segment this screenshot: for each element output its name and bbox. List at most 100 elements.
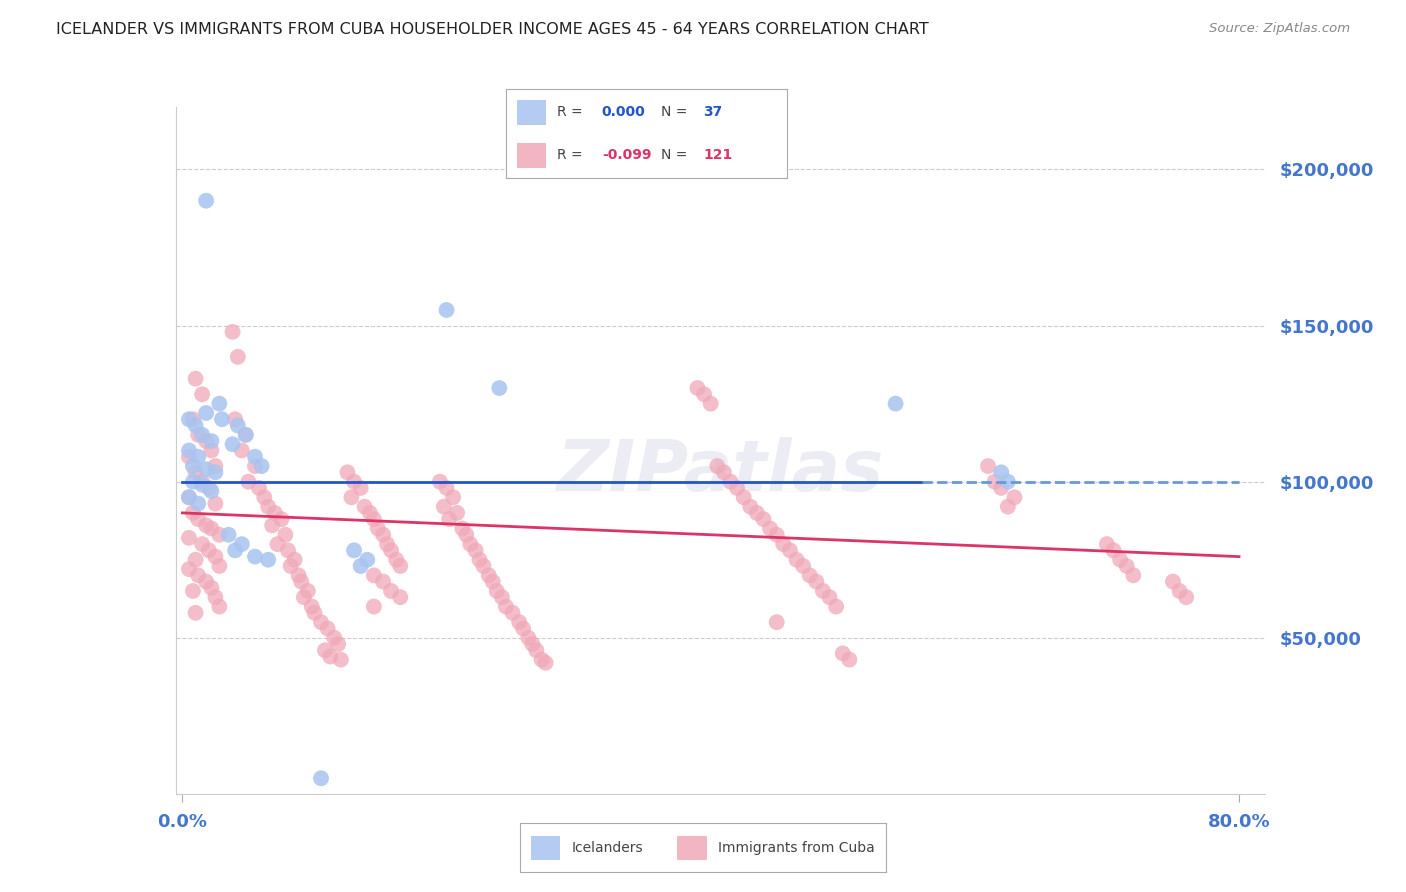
Point	[740, 500, 762, 514]
Point	[191, 475, 214, 489]
Point	[472, 558, 495, 574]
Point	[451, 521, 474, 535]
Point	[257, 500, 280, 514]
Point	[389, 558, 412, 574]
Point	[436, 303, 458, 318]
Point	[263, 506, 285, 520]
Point	[184, 466, 207, 480]
Point	[177, 531, 200, 545]
Point	[195, 194, 218, 208]
Text: R =: R =	[557, 148, 582, 162]
Point	[266, 537, 288, 551]
Point	[218, 527, 240, 541]
Point	[436, 481, 458, 495]
Point	[745, 506, 768, 520]
Point	[195, 462, 218, 476]
Point	[187, 450, 209, 464]
FancyBboxPatch shape	[678, 836, 707, 860]
Point	[752, 512, 775, 526]
Point	[380, 583, 402, 598]
Point	[243, 549, 266, 564]
Text: 0.000: 0.000	[602, 105, 645, 120]
Point	[502, 606, 524, 620]
Point	[838, 653, 860, 667]
Point	[181, 583, 204, 598]
Point	[204, 496, 226, 510]
Point	[371, 527, 394, 541]
Point	[997, 500, 1019, 514]
Text: Immigrants from Cuba: Immigrants from Cuba	[717, 841, 875, 855]
Point	[363, 512, 385, 526]
Point	[277, 543, 299, 558]
Point	[765, 615, 787, 630]
Point	[287, 568, 309, 582]
Point	[319, 649, 342, 664]
Point	[495, 599, 517, 614]
Point	[811, 583, 834, 598]
Point	[458, 537, 481, 551]
Point	[371, 574, 394, 589]
Point	[433, 500, 456, 514]
Point	[1109, 552, 1132, 567]
Point	[977, 458, 1000, 473]
Point	[253, 490, 276, 504]
Point	[456, 527, 478, 541]
Point	[280, 558, 302, 574]
Point	[200, 434, 222, 449]
Point	[181, 458, 204, 473]
Point	[517, 631, 540, 645]
Point	[990, 466, 1012, 480]
Point	[200, 581, 222, 595]
Text: N =: N =	[661, 105, 688, 120]
Point	[187, 512, 209, 526]
Point	[184, 552, 207, 567]
Point	[491, 591, 513, 605]
Point	[1161, 574, 1184, 589]
Point	[385, 552, 408, 567]
Point	[437, 512, 460, 526]
Point	[257, 552, 280, 567]
Point	[309, 771, 332, 786]
Point	[200, 483, 222, 498]
Point	[243, 450, 266, 464]
Point	[235, 427, 257, 442]
Point	[686, 381, 709, 395]
Text: 37: 37	[703, 105, 723, 120]
Point	[200, 443, 222, 458]
Point	[226, 418, 249, 433]
Point	[786, 552, 808, 567]
Point	[329, 653, 352, 667]
Point	[177, 450, 200, 464]
Point	[706, 458, 728, 473]
Point	[224, 543, 246, 558]
Text: 121: 121	[703, 148, 733, 162]
Point	[290, 574, 312, 589]
Point	[799, 568, 821, 582]
Point	[772, 537, 794, 551]
Point	[238, 475, 260, 489]
Point	[184, 418, 207, 433]
Point	[1115, 558, 1137, 574]
Point	[825, 599, 848, 614]
Point	[184, 371, 207, 385]
Point	[197, 543, 219, 558]
Text: Source: ZipAtlas.com: Source: ZipAtlas.com	[1209, 22, 1350, 36]
Point	[262, 518, 284, 533]
Point	[818, 591, 841, 605]
Point	[200, 521, 222, 535]
Point	[250, 458, 273, 473]
Point	[693, 387, 716, 401]
Point	[181, 506, 204, 520]
Point	[328, 637, 350, 651]
Point	[363, 599, 385, 614]
Point	[441, 490, 464, 504]
Point	[195, 406, 218, 420]
Point	[343, 543, 366, 558]
Point	[725, 481, 748, 495]
Point	[177, 443, 200, 458]
Point	[508, 615, 530, 630]
Point	[485, 583, 508, 598]
Point	[1102, 543, 1125, 558]
Point	[389, 591, 412, 605]
Point	[177, 412, 200, 426]
